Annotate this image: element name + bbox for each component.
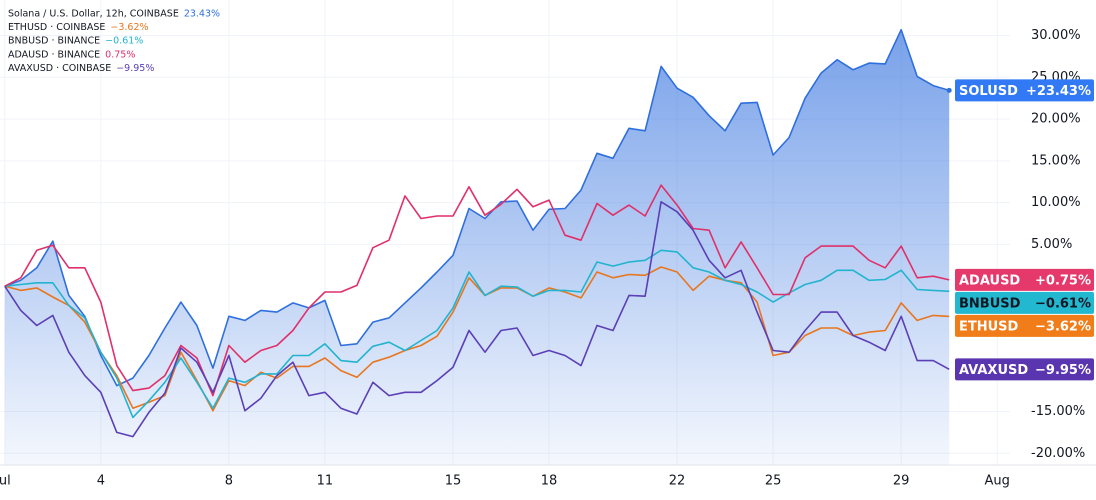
last-label-symbol: ADAUSD xyxy=(959,273,1020,288)
last-label-box xyxy=(955,291,1094,314)
legend-value: −9.95% xyxy=(116,63,154,74)
x-tick-label: 11 xyxy=(317,474,334,489)
legend-value: −3.62% xyxy=(110,22,148,33)
last-label-symbol: AVAXUSD xyxy=(959,363,1028,378)
legend-name: ETHUSD · COINBASE xyxy=(8,22,105,33)
last-label-value: −9.95% xyxy=(1035,363,1091,378)
last-label-value: −0.61% xyxy=(1035,296,1091,311)
last-label-symbol: BNBUSD xyxy=(959,296,1021,311)
x-tick-label: 22 xyxy=(669,474,686,489)
x-tick-label: ul xyxy=(0,474,11,489)
x-tick-label: 15 xyxy=(445,474,462,489)
x-tick-label: 8 xyxy=(225,474,233,489)
y-tick-label: 20.00% xyxy=(1031,112,1081,127)
legend-name: ADAUSD · BINANCE xyxy=(8,49,100,60)
legend-value: −0.61% xyxy=(105,36,143,47)
last-label-box xyxy=(955,268,1094,291)
legend-name: BNBUSD · BINANCE xyxy=(8,36,100,47)
x-tick-label: 29 xyxy=(893,474,910,489)
last-label-box xyxy=(955,79,1094,102)
series-line xyxy=(4,28,950,387)
last-label-value: +0.75% xyxy=(1035,273,1091,288)
series-line xyxy=(4,201,950,438)
last-label-box xyxy=(955,314,1094,337)
y-tick-label: 10.00% xyxy=(1031,195,1081,210)
x-tick-label: 25 xyxy=(765,474,782,489)
area-fill xyxy=(4,29,950,465)
y-tick-label: 30.00% xyxy=(1031,28,1081,43)
y-tick-label: 15.00% xyxy=(1031,153,1081,168)
series-line xyxy=(4,249,950,419)
last-label-symbol: ETHUSD xyxy=(959,319,1019,334)
series-line xyxy=(4,184,950,397)
last-label-value: +23.43% xyxy=(1026,84,1091,99)
last-label-value: −3.62% xyxy=(1035,319,1091,334)
x-tick-label: 18 xyxy=(541,474,558,489)
last-label-symbol: SOLUSD xyxy=(959,84,1018,99)
y-tick-label: -20.00% xyxy=(1031,446,1085,461)
x-tick-label: 4 xyxy=(97,474,105,489)
y-tick-label: 5.00% xyxy=(1031,237,1072,252)
legend-value: 0.75% xyxy=(105,49,135,60)
legend-value: 23.43% xyxy=(184,9,220,20)
legend-name: AVAXUSD · COINBASE xyxy=(8,63,111,74)
last-point xyxy=(946,87,952,93)
legend-name: Solana / U.S. Dollar, 12h, COINBASE xyxy=(8,9,179,20)
last-label-box xyxy=(955,358,1094,381)
x-tick-label: Aug xyxy=(984,474,1009,489)
y-tick-label: -15.00% xyxy=(1031,404,1085,419)
